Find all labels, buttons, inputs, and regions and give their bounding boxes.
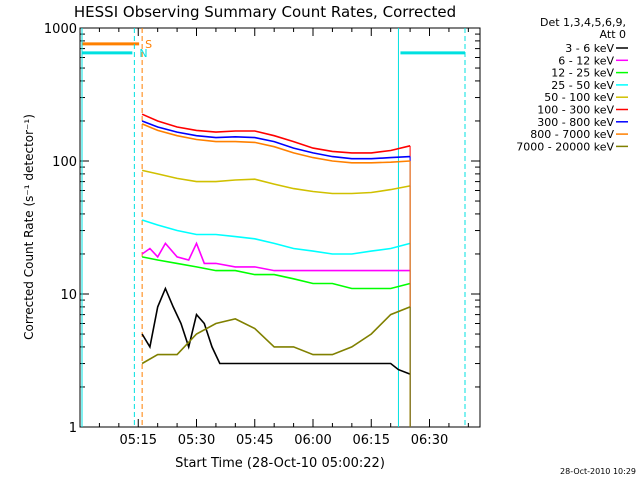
y-tick-label: 1000 [44,22,77,37]
series-line-8 [141,306,411,365]
legend-label-1: 6 - 12 keV [558,54,614,67]
legend-label-0: 3 - 6 keV [565,42,614,55]
data-series [141,113,411,427]
legend-label-6: 300 - 800 keV [537,116,614,129]
y-tick-label: 10 [60,288,77,303]
legend-label-8: 7000 - 20000 keV [516,140,614,153]
chart-title: HESSI Observing Summary Count Rates, Cor… [74,3,456,21]
y-tick-label: 1 [69,421,77,436]
x-axis-label: Start Time (28-Oct-10 05:00:22) [175,456,385,471]
plot-axes: 05:15 05:30 05:45 06:00 06:15 06:30 1 10 100 1000 [44,22,481,448]
series-line-3 [141,219,411,255]
legend-header-line: Det 1,3,4,5,6,9, [540,16,626,29]
saa-label: S [145,38,152,51]
series-line-6 [141,120,411,160]
series-line-7 [141,123,411,164]
legend-label-5: 100 - 300 keV [537,104,614,117]
x-tick-label: 05:15 [120,433,157,448]
legend-label-2: 12 - 25 keV [551,67,614,80]
series-line-2 [141,256,411,290]
saa-night-markers: SN [81,28,466,427]
x-tick-label: 05:45 [236,433,273,448]
x-tick-label: 06:15 [353,433,390,448]
date-stamp: 28-Oct-2010 10:29 [560,467,636,476]
series-line-5 [141,113,411,154]
series-line-1 [141,241,411,272]
plot-frame [79,27,481,428]
x-tick-label: 06:30 [411,433,448,448]
x-tick-label: 05:30 [178,433,215,448]
legend-label-4: 50 - 100 keV [544,91,614,104]
series-line-4 [141,169,411,195]
x-tick-label: 06:00 [294,433,331,448]
series-line-0 [141,286,411,375]
night-label: N [139,47,147,60]
y-axis-label: Corrected Count Rate (s⁻¹ detector⁻¹) [22,114,36,340]
legend-label-3: 25 - 50 keV [551,79,614,92]
legend-header-line: Att 0 [600,28,626,41]
y-tick-label: 100 [52,155,77,170]
legend-label-7: 800 - 7000 keV [530,128,614,141]
